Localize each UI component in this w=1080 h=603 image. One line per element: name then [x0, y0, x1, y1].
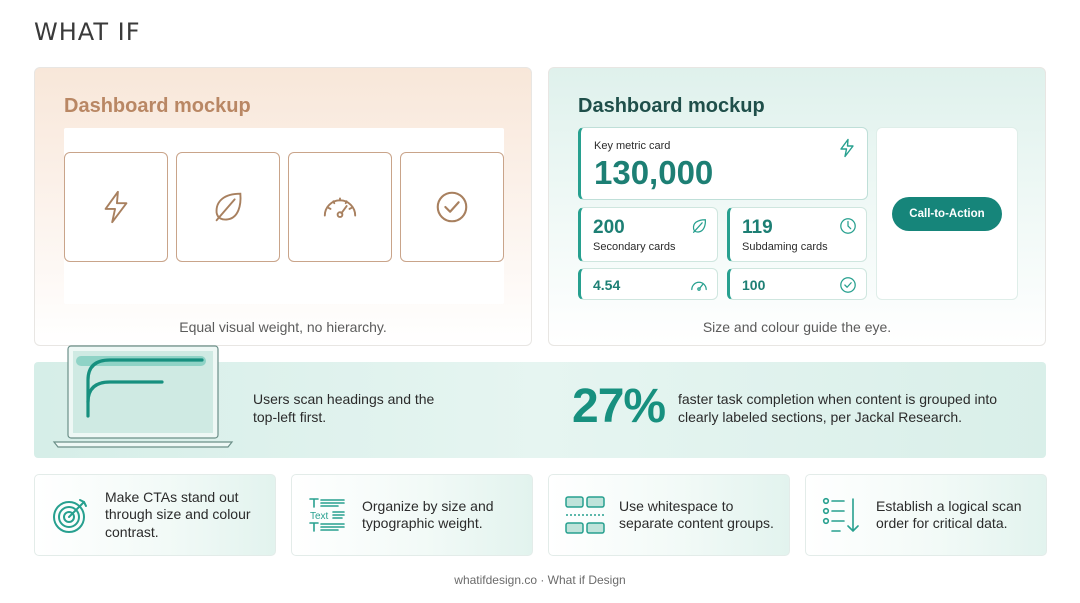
- secondary-card-value: 119: [742, 217, 773, 238]
- brand-logo: WHAT IF: [34, 18, 141, 46]
- call-to-action-button[interactable]: Call-to-Action: [892, 197, 1002, 231]
- cta-card: Call-to-Action: [876, 127, 1018, 300]
- key-metric-value: 130,000: [594, 154, 714, 191]
- insight-band: Users scan headings and the top-left fir…: [34, 345, 1046, 458]
- leaf-icon: [215, 192, 242, 222]
- panel-title: Dashboard mockup: [64, 95, 251, 117]
- tip-card-cta: Make CTAs stand out through size and col…: [34, 474, 276, 556]
- tip-text: Organize by size and typographic weight.: [362, 497, 494, 532]
- svg-text:Text: Text: [310, 511, 329, 522]
- check-circle-icon: [839, 276, 857, 294]
- key-metric-card: Key metric card 130,000: [578, 127, 868, 200]
- stat-value: 27%: [572, 380, 666, 433]
- stat-description: faster task completion when content is g…: [678, 391, 998, 425]
- secondary-card-2: 119 Subdaming cards: [727, 207, 867, 262]
- panel-title: Dashboard mockup: [578, 95, 765, 117]
- small-card-1: 4.54: [578, 268, 718, 300]
- typography-icon: Text: [308, 495, 348, 535]
- tip-text: Make CTAs stand out through size and col…: [105, 488, 251, 540]
- speedometer-icon: [323, 197, 357, 218]
- tip-card-whitespace: Use whitespace to separate content group…: [548, 474, 790, 556]
- small-card-2: 100: [727, 268, 867, 300]
- panel-caption: Size and colour guide the eye.: [702, 319, 892, 335]
- secondary-card-label: Secondary cards: [593, 241, 676, 253]
- scan-order-list-icon: [822, 495, 862, 535]
- secondary-card-value: 200: [593, 217, 625, 238]
- small-card-value: 100: [742, 277, 766, 293]
- equal-card-2: [176, 152, 280, 262]
- secondary-card-label: Subdaming cards: [742, 241, 828, 253]
- target-icon: [51, 495, 91, 535]
- laptop-f-pattern-icon: [52, 345, 234, 448]
- key-metric-label: Key metric card: [594, 140, 671, 152]
- scan-pattern-text: Users scan headings and the top-left fir…: [253, 391, 435, 425]
- tip-card-typography: Text Organize by size and typographic we…: [291, 474, 533, 556]
- lightning-icon: [837, 138, 857, 158]
- speedometer-icon: [690, 276, 708, 294]
- equal-card-3: [288, 152, 392, 262]
- check-circle-icon: [436, 191, 468, 223]
- tip-text: Establish a logical scan order for criti…: [876, 497, 1022, 532]
- equal-card-1: [64, 152, 168, 262]
- clock-icon: [839, 217, 857, 235]
- secondary-card-1: 200 Secondary cards: [578, 207, 718, 262]
- panel-caption: Equal visual weight, no hierarchy.: [179, 319, 387, 335]
- layout-grid-icon: [565, 495, 605, 535]
- tip-text: Use whitespace to separate content group…: [619, 497, 774, 532]
- lightning-icon: [104, 190, 128, 224]
- footer-credit: whatifdesign.co · What if Design: [454, 573, 626, 587]
- panel-equal-weight: Dashboard mockup Equal visual weight, no…: [34, 67, 532, 346]
- leaf-icon: [690, 217, 708, 235]
- panel-visual-hierarchy: Dashboard mockup Key metric card 130,000…: [548, 67, 1046, 346]
- small-card-value: 4.54: [593, 277, 621, 293]
- tip-card-scan-order: Establish a logical scan order for criti…: [805, 474, 1047, 556]
- equal-card-4: [400, 152, 504, 262]
